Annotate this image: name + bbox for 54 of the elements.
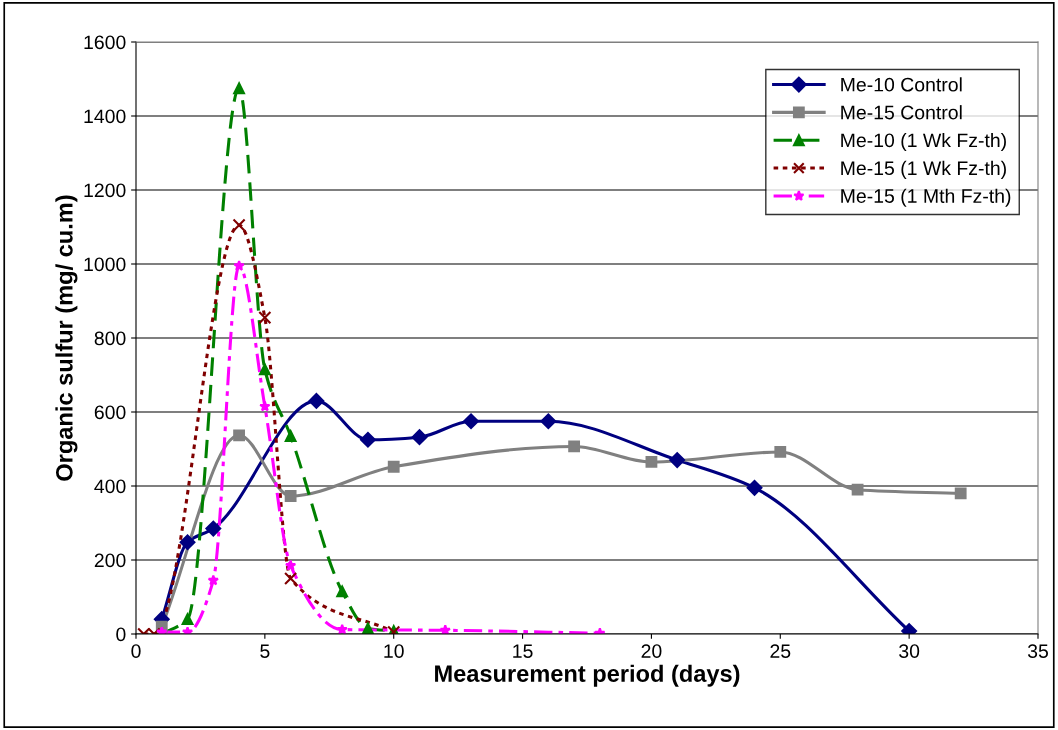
x-tick-label: 5 xyxy=(260,644,270,658)
legend-label: Me-10 Control xyxy=(841,77,962,92)
point xyxy=(258,363,271,376)
point xyxy=(362,622,374,634)
x-tick-label: 25 xyxy=(770,644,791,658)
y-tick-label: 1200 xyxy=(84,183,126,198)
point xyxy=(233,259,245,271)
x-tick-label: 0 xyxy=(131,644,141,658)
point xyxy=(746,479,763,496)
x-axis-title: Measurement period (days) xyxy=(435,664,740,687)
x-tick-label: 10 xyxy=(384,644,404,658)
point xyxy=(233,429,245,442)
y-tick-label: 800 xyxy=(94,331,126,346)
point xyxy=(181,613,194,626)
x-tick-label: 20 xyxy=(641,644,662,658)
point xyxy=(568,440,581,453)
point xyxy=(179,534,196,551)
point xyxy=(258,311,272,325)
point xyxy=(360,431,376,448)
point xyxy=(411,429,428,446)
x-tick-label: 35 xyxy=(1027,644,1048,658)
y-tick-label: 0 xyxy=(116,627,126,642)
point xyxy=(540,413,557,430)
legend-label: Me-15 Control xyxy=(841,105,962,120)
legend-label: Me-15 (1 Wk Fz-th) xyxy=(841,160,1006,179)
point xyxy=(284,571,298,586)
point xyxy=(284,559,297,571)
y-axis-title: Organic sulfur (mg/ cu.m) xyxy=(55,195,78,481)
point xyxy=(259,400,271,412)
point xyxy=(336,585,349,598)
point xyxy=(308,392,325,409)
legend-label: Me-10 (1 Wk Fz-th) xyxy=(841,132,1006,152)
point xyxy=(954,487,967,500)
x-tick-label: 30 xyxy=(899,644,920,658)
point xyxy=(207,574,219,586)
legend-label: Me-15 (1 Mth Fz-th) xyxy=(841,188,1011,207)
y-tick-label: 1600 xyxy=(84,35,126,50)
point xyxy=(336,623,348,634)
point xyxy=(851,483,864,496)
y-tick-label: 600 xyxy=(94,405,126,420)
point xyxy=(645,456,658,468)
point xyxy=(669,452,686,469)
point xyxy=(387,460,400,473)
y-tick-label: 1400 xyxy=(84,109,126,124)
point xyxy=(233,82,245,95)
x-tick-label: 15 xyxy=(513,644,533,658)
point xyxy=(463,413,479,430)
point xyxy=(774,446,787,458)
y-tick-label: 400 xyxy=(94,479,126,494)
point xyxy=(205,520,222,537)
y-tick-label: 200 xyxy=(94,553,126,568)
point xyxy=(284,490,297,502)
y-tick-label: 1000 xyxy=(84,257,126,272)
point xyxy=(232,218,246,232)
